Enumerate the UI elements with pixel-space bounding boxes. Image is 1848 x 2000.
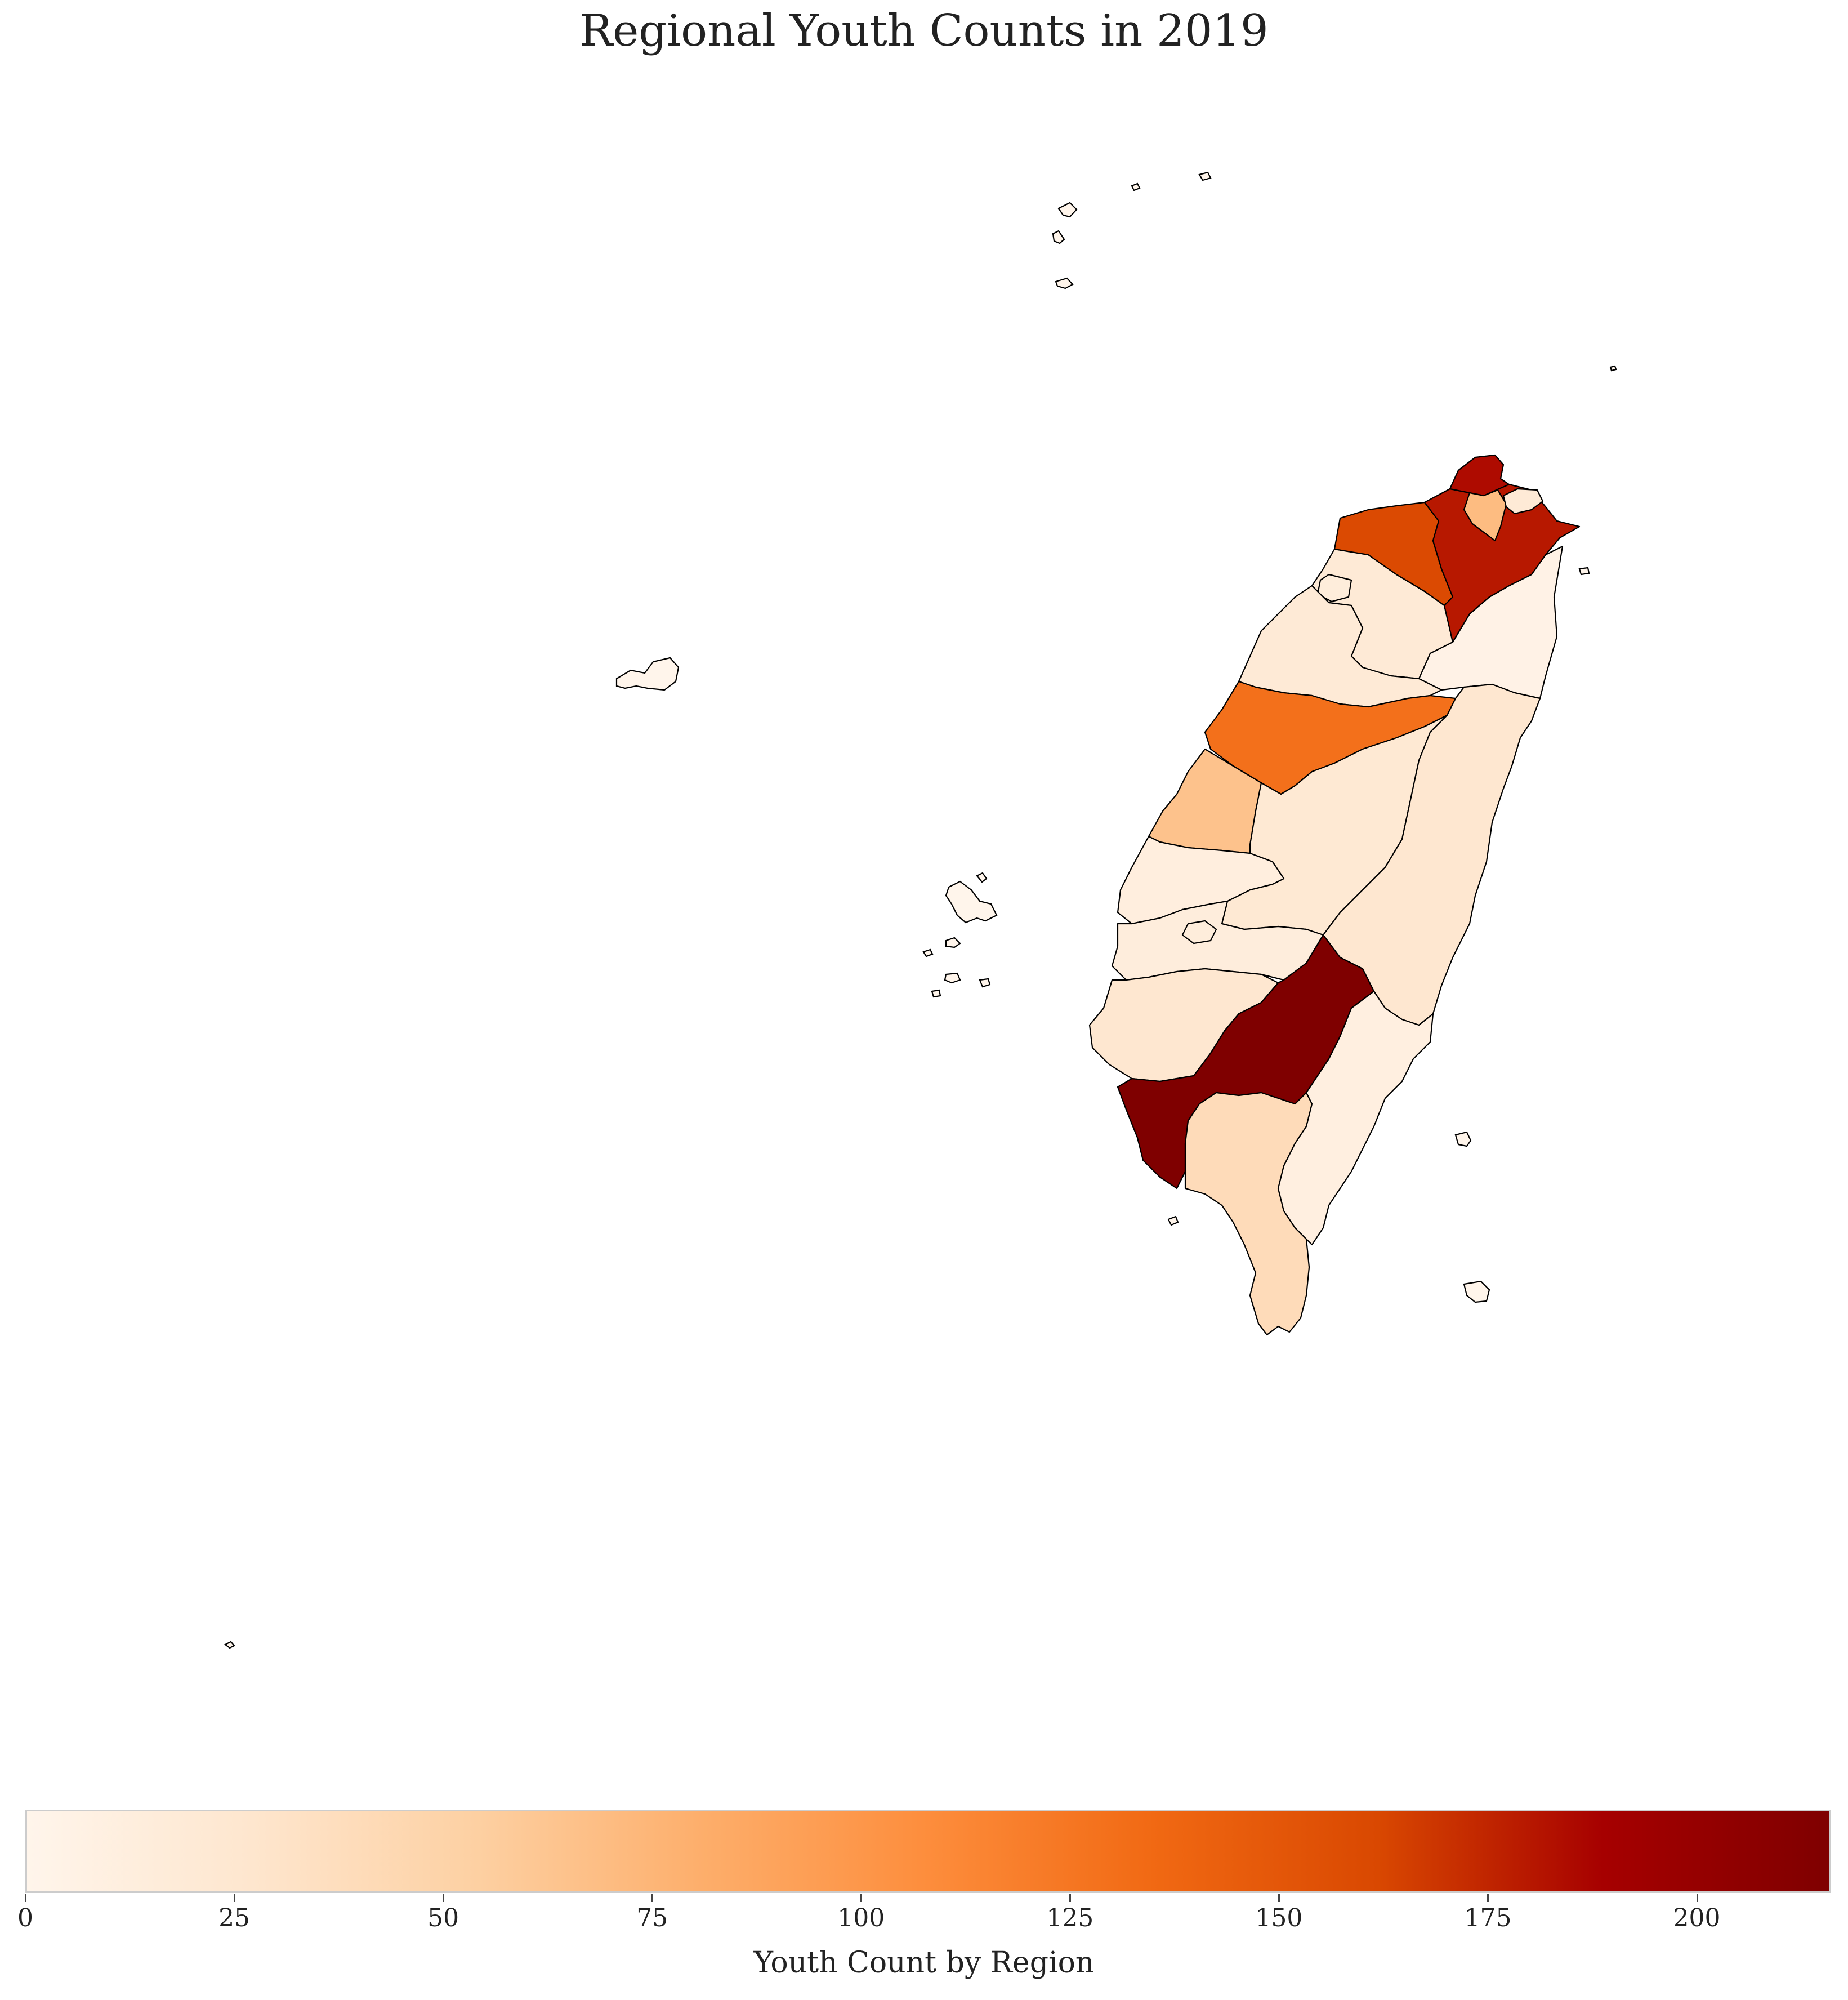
- colorbar-tick-label: 75: [636, 1904, 668, 1932]
- colorbar: [25, 1810, 1831, 1893]
- island-kinmen-small-6[interactable]: [931, 989, 941, 998]
- taiwan-choropleth-map: [224, 171, 1617, 1649]
- island-kinmen-small-4[interactable]: [944, 972, 961, 984]
- colorbar-tick: [25, 1894, 26, 1902]
- island-matsu-4[interactable]: [1131, 182, 1141, 191]
- region-pingtung[interactable]: [1184, 1092, 1313, 1336]
- island-pratas: [224, 1641, 235, 1649]
- island-matsu-1[interactable]: [1052, 230, 1065, 244]
- island-penghu[interactable]: [615, 657, 680, 691]
- colorbar-tick: [1278, 1894, 1280, 1902]
- region-north-small-east[interactable]: [1502, 488, 1544, 515]
- island-kinmen-small-1[interactable]: [976, 872, 988, 883]
- colorbar-tick-label: 200: [1673, 1904, 1721, 1932]
- region-taitung[interactable]: [1277, 990, 1434, 1246]
- island-kinmen[interactable]: [945, 880, 998, 924]
- colorbar-tick-label: 175: [1464, 1904, 1512, 1932]
- island-kinmen-small-2[interactable]: [945, 937, 961, 948]
- colorbar-tick-label: 125: [1046, 1904, 1094, 1932]
- colorbar-tick-label: 150: [1255, 1904, 1303, 1932]
- region-chiayi-city[interactable]: [1181, 920, 1217, 945]
- region-shapes: [1088, 454, 1581, 1336]
- colorbar-tick-label: 100: [837, 1904, 885, 1932]
- colorbar-label: Youth Count by Region: [753, 1946, 1095, 1980]
- map-title: Regional Youth Counts in 2019: [579, 6, 1269, 56]
- colorbar-tick: [234, 1894, 236, 1902]
- colorbar-tick: [1696, 1894, 1698, 1902]
- colorbar-tick: [860, 1894, 863, 1902]
- region-yunlin[interactable]: [1117, 835, 1285, 925]
- region-hsinchu-city[interactable]: [1316, 573, 1352, 603]
- island-kinmen-small-5[interactable]: [979, 978, 991, 988]
- island-guishan[interactable]: [1578, 567, 1590, 576]
- colorbar-tick: [1069, 1894, 1072, 1902]
- island-green[interactable]: [1454, 1131, 1472, 1147]
- island-matsu-5[interactable]: [1198, 171, 1212, 181]
- island-matsu-2[interactable]: [1057, 202, 1078, 218]
- region-north-inner[interactable]: [1463, 489, 1507, 542]
- island-orchid[interactable]: [1463, 1280, 1490, 1303]
- colorbar-tick: [1487, 1894, 1489, 1902]
- colorbar-tick: [651, 1894, 654, 1902]
- offshore-islands: [224, 171, 1617, 1649]
- colorbar-tick-label: 25: [218, 1904, 251, 1932]
- colorbar-tick-label: 0: [17, 1904, 33, 1932]
- island-liuqiu[interactable]: [1167, 1215, 1179, 1226]
- colorbar-tick: [443, 1894, 445, 1902]
- island-kinmen-small-3[interactable]: [922, 948, 934, 957]
- island-northeast-far[interactable]: [1609, 365, 1617, 372]
- colorbar-tick-label: 50: [427, 1904, 459, 1932]
- island-matsu-3[interactable]: [1055, 277, 1074, 289]
